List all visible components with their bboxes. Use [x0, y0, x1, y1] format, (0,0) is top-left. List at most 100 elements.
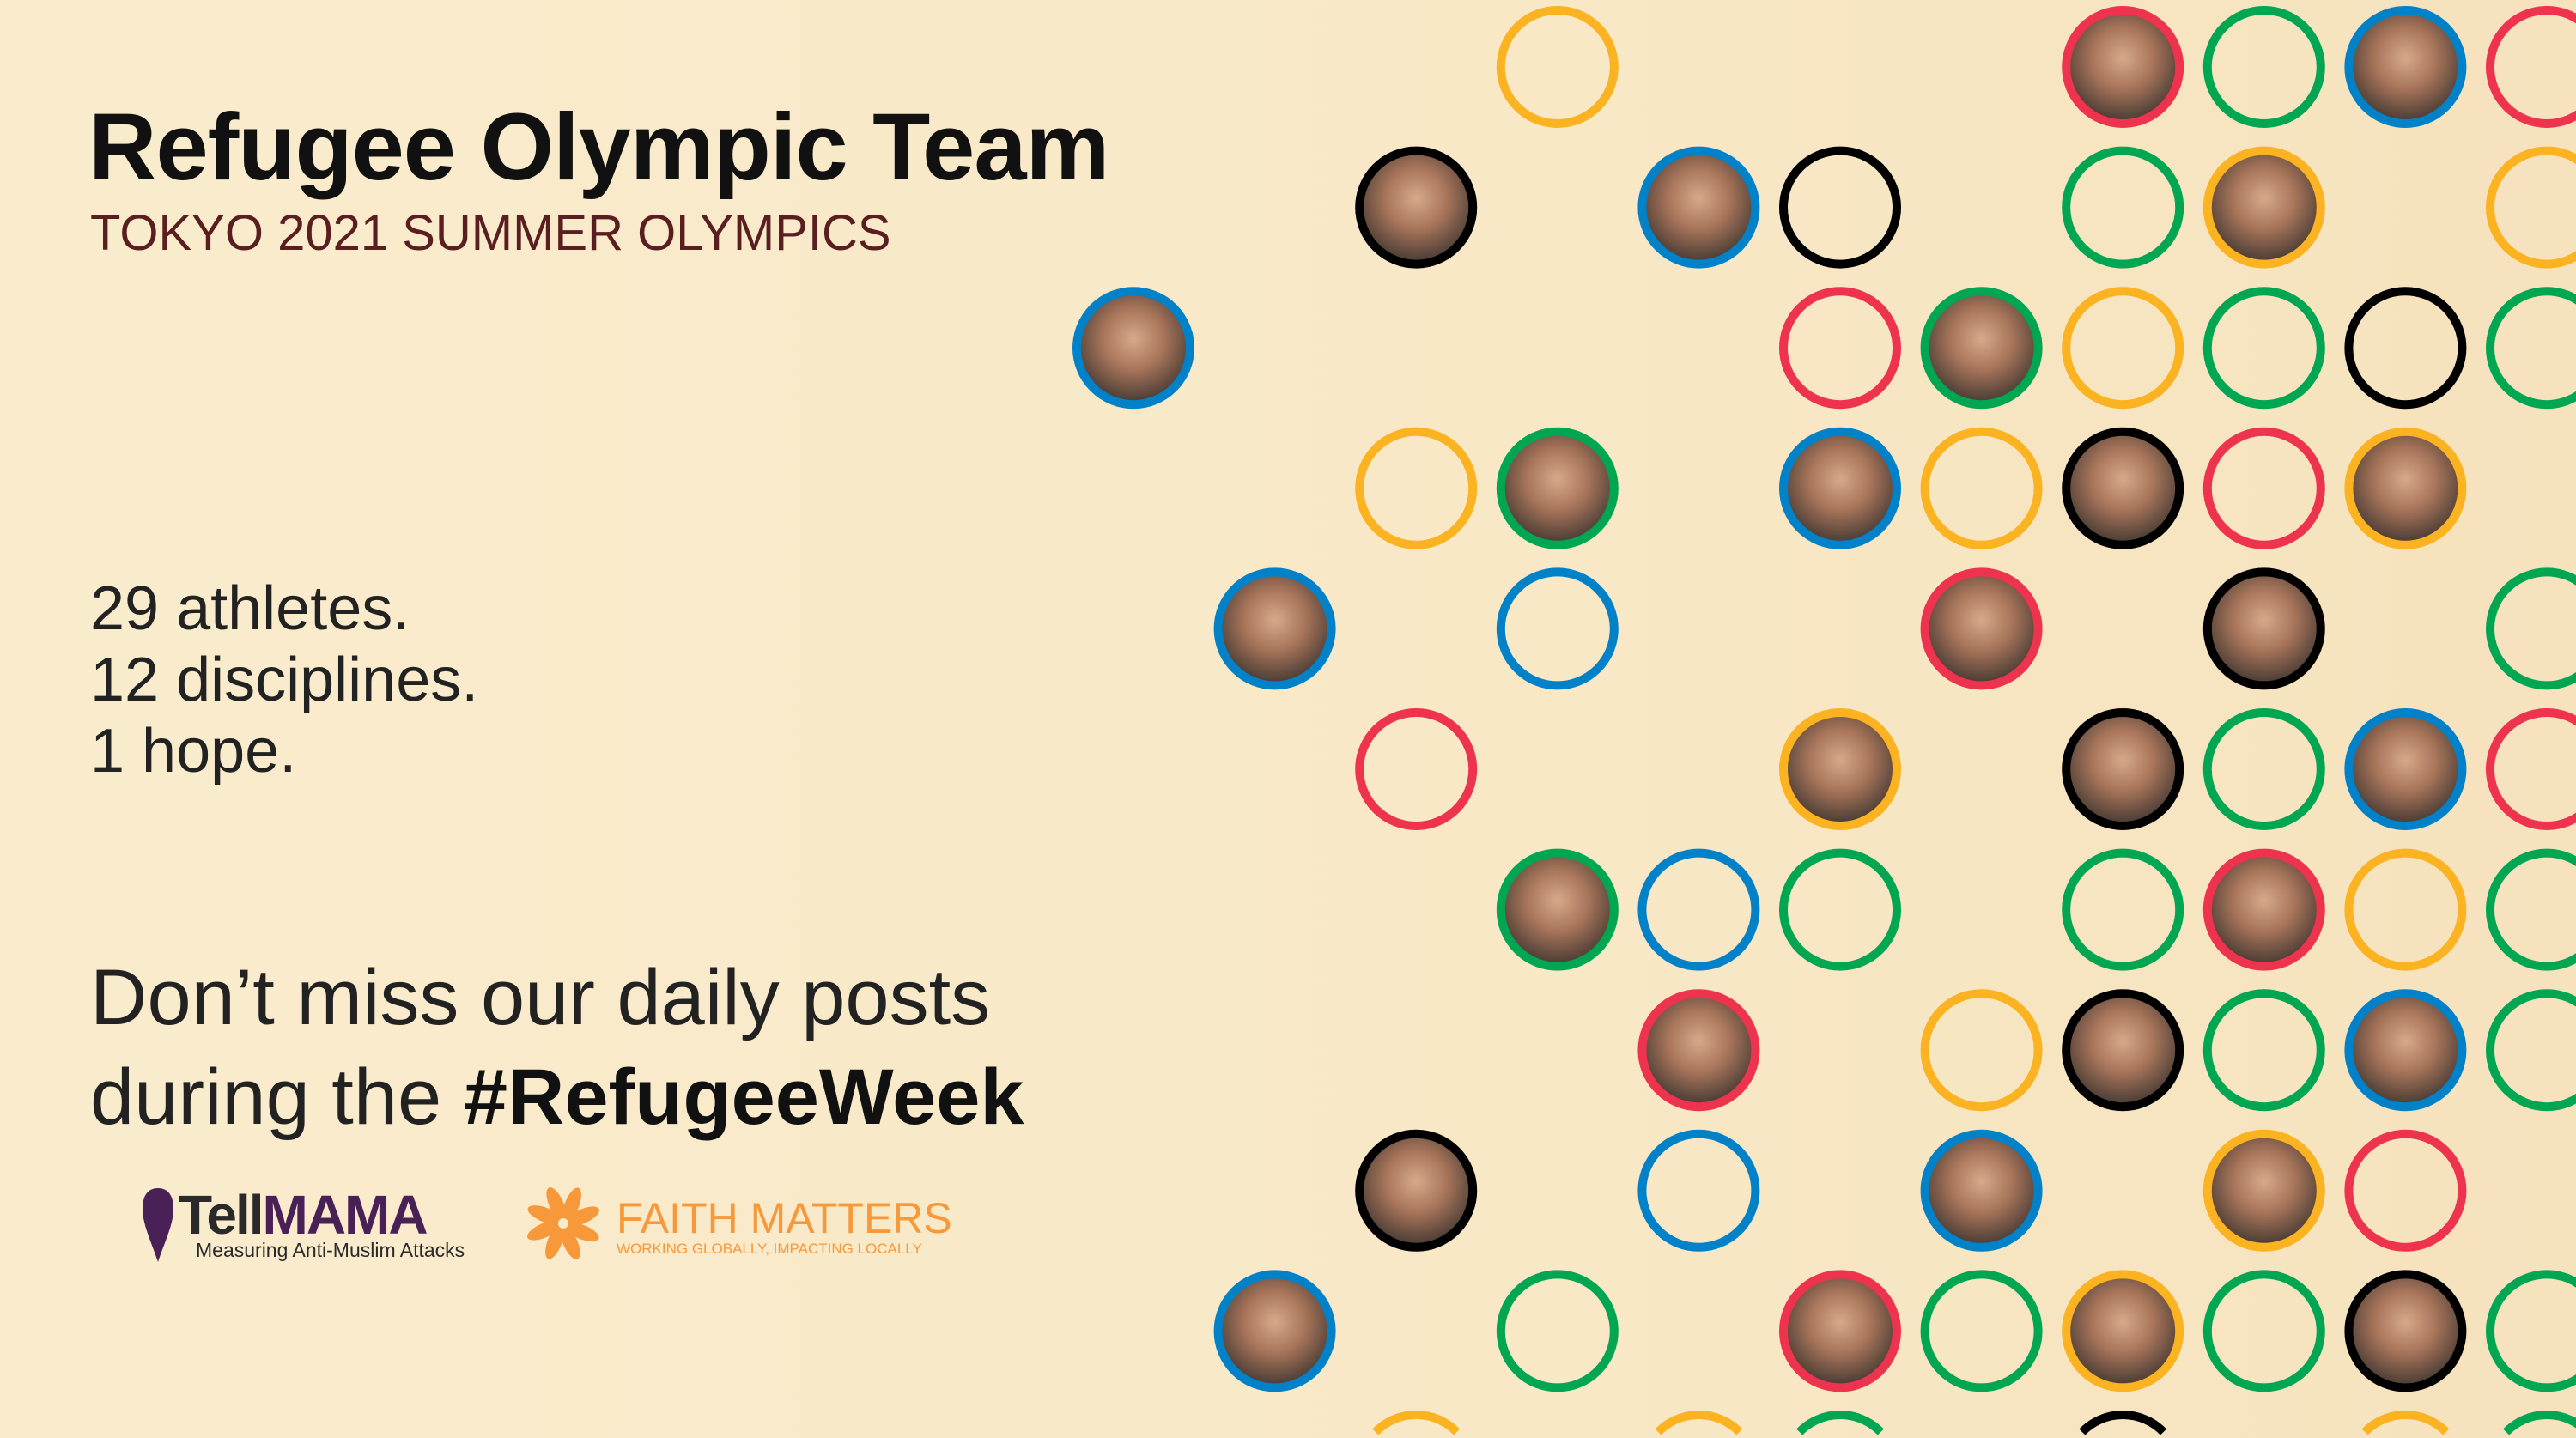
- athlete-photo: [1500, 852, 1614, 967]
- athlete-photo-ring: [2344, 6, 2467, 128]
- ring-blue: [2344, 6, 2467, 128]
- page-subtitle: TOKYO 2021 SUMMER OLYMPICS: [90, 205, 891, 261]
- athlete-photo-ring: [2202, 1129, 2325, 1252]
- empty-ring: [1496, 6, 1619, 128]
- tellmama-tell: Tell: [179, 1186, 263, 1246]
- ring-green: [2503, 1411, 2576, 1435]
- athlete-photo-ring: [2202, 567, 2325, 690]
- ring-blue: [1637, 146, 1760, 269]
- empty-ring: [2486, 1270, 2576, 1392]
- ring-blue: [1779, 427, 1901, 549]
- athlete-photo: [2066, 713, 2180, 826]
- ring-green: [1496, 1270, 1619, 1392]
- athlete-photo-ring: [2062, 427, 2184, 549]
- ring-black: [2062, 427, 2184, 549]
- flower-icon: [527, 1187, 599, 1259]
- athlete-photo: [1500, 431, 1614, 545]
- ring-black: [1779, 146, 1901, 269]
- ring-yellow: [2062, 1270, 2184, 1392]
- empty-ring: [2079, 1411, 2167, 1435]
- ring-yellow: [2202, 1129, 2325, 1252]
- athlete-photo: [1783, 431, 1897, 545]
- athlete-photo: [2207, 150, 2321, 264]
- empty-ring: [2202, 708, 2325, 830]
- ring-yellow: [1920, 427, 2043, 549]
- athlete-photo: [1218, 1274, 1332, 1388]
- empty-ring: [1779, 287, 1901, 410]
- ring-blue: [1637, 1129, 1760, 1252]
- empty-ring: [1355, 427, 1478, 549]
- empty-ring: [2486, 989, 2576, 1112]
- map-pin-icon: [143, 1188, 173, 1262]
- ring-red: [1637, 989, 1760, 1112]
- flower-petal: [545, 1223, 565, 1259]
- stat-disciplines: 12 disciplines.: [90, 646, 479, 714]
- ring-red: [2062, 6, 2184, 128]
- athlete-photo-ring: [1496, 427, 1619, 549]
- empty-ring: [1655, 1411, 1743, 1435]
- tellmama-tagline: Measuring Anti-Muslim Attacks: [196, 1239, 465, 1261]
- empty-ring: [2202, 287, 2325, 410]
- ring-yellow: [2062, 287, 2184, 410]
- ring-red: [2344, 1129, 2467, 1252]
- ring-green: [1796, 1411, 1884, 1435]
- athlete-photo-ring: [2344, 708, 2467, 830]
- athlete-photo-ring: [1355, 146, 1478, 269]
- athlete-photo-ring: [1779, 1270, 1901, 1392]
- empty-ring: [1637, 1129, 1760, 1252]
- ring-green: [1920, 287, 2043, 410]
- athlete-photo: [1924, 572, 2038, 686]
- athlete-photo-ring: [1213, 567, 1336, 690]
- svg-text:TellMAMA: TellMAMA: [179, 1186, 427, 1246]
- ring-yellow: [1355, 427, 1478, 549]
- ring-green: [1920, 1270, 2043, 1392]
- empty-ring: [2486, 6, 2576, 128]
- athlete-photo-ring: [1920, 567, 2043, 690]
- hashtag: #RefugeeWeek: [463, 1053, 1024, 1141]
- ring-green: [2486, 567, 2576, 690]
- ring-green: [1779, 848, 1901, 971]
- athlete-photo-ring: [2062, 989, 2184, 1112]
- ring-blue: [2344, 989, 2467, 1112]
- athlete-photo-ring: [1637, 989, 1760, 1112]
- ring-yellow: [2486, 146, 2576, 269]
- athlete-photo-ring: [2062, 708, 2184, 830]
- athlete-photo: [2348, 431, 2463, 545]
- athlete-photo-ring: [1072, 287, 1194, 410]
- flower-petal: [546, 1187, 567, 1222]
- faith-matters-name: FAITH MATTERS: [617, 1194, 952, 1242]
- athlete-photo-ring: [1637, 146, 1760, 269]
- ring-yellow: [2344, 848, 2467, 971]
- empty-ring: [1920, 427, 2043, 549]
- ring-green: [2486, 989, 2576, 1112]
- flower-petal: [527, 1205, 563, 1225]
- ring-blue: [1496, 567, 1619, 690]
- ring-black: [2062, 708, 2184, 830]
- athlete-photo: [1924, 1133, 2038, 1247]
- empty-ring: [2486, 287, 2576, 410]
- ring-black: [1355, 146, 1478, 269]
- empty-ring: [1496, 1270, 1619, 1392]
- ring-red: [1779, 1270, 1901, 1392]
- athlete-photo-ring: [1920, 287, 2043, 410]
- ring-green: [2202, 708, 2325, 830]
- athlete-photo: [2066, 993, 2180, 1107]
- athlete-photo: [1783, 713, 1897, 826]
- flower-petal: [562, 1187, 581, 1223]
- ring-green: [2062, 146, 2184, 269]
- athlete-photo-ring: [2202, 146, 2325, 269]
- ring-red: [1355, 708, 1478, 830]
- ring-yellow: [2344, 427, 2467, 549]
- athlete-photo: [1642, 993, 1756, 1107]
- ring-black: [2344, 1270, 2467, 1392]
- athlete-photo: [1924, 291, 2038, 405]
- athlete-photo-ring: [2062, 1270, 2184, 1392]
- empty-ring: [2344, 1129, 2467, 1252]
- empty-ring: [2202, 989, 2325, 1112]
- ring-green: [1496, 427, 1619, 549]
- call-to-action: Don’t miss our daily posts during the #R…: [90, 948, 1024, 1147]
- tellmama-logo: TellMAMA Measuring Anti-Muslim Attacks: [143, 1186, 465, 1262]
- athlete-photo: [2066, 431, 2180, 545]
- athlete-photo-ring: [1779, 708, 1901, 830]
